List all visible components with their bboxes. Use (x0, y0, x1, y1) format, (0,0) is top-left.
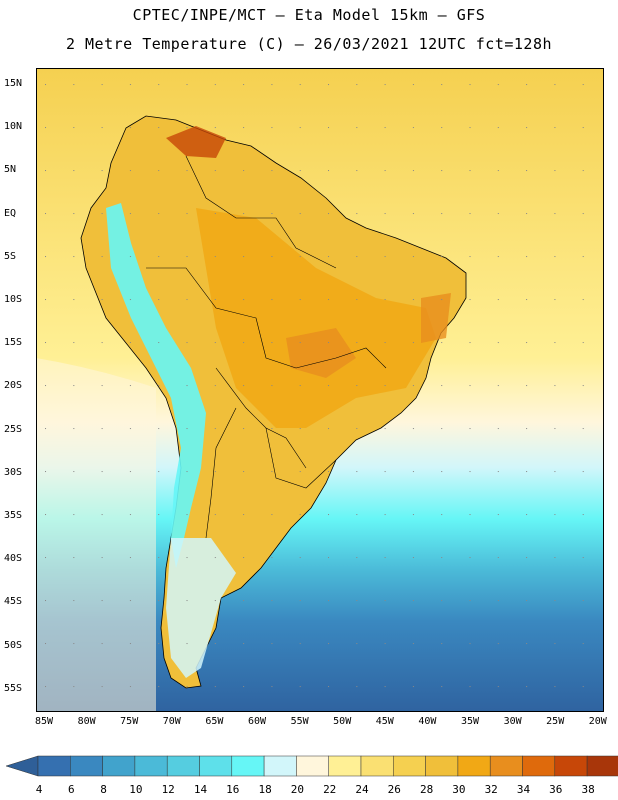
lon-label-85w: 85W (34, 716, 54, 727)
colorbar-swatch (70, 755, 103, 777)
colorbar-label: 14 (193, 783, 208, 796)
colorbar-label: 16 (226, 783, 240, 796)
temperature-map (36, 68, 604, 712)
colorbar-swatch (102, 755, 136, 777)
lat-label-5s: 5S (4, 250, 17, 262)
lon-label-35w: 35W (460, 716, 480, 727)
colorbar-label: 18 (258, 783, 272, 796)
colorbar-label: 32 (484, 783, 498, 796)
colorbar-swatch (489, 755, 523, 777)
colorbar-label: 12 (161, 783, 175, 796)
colorbar-label: 24 (355, 783, 369, 796)
lat-label-50s: 50S (4, 639, 23, 651)
lat-label-30s: 30S (4, 466, 23, 478)
colorbar (5, 755, 618, 777)
map-title: CPTEC/INPE/MCT – Eta Model 15km – GFS (132, 6, 486, 24)
map-canvas (36, 68, 604, 712)
lat-label-10s: 10S (4, 294, 23, 305)
lon-label-20w: 20W (588, 716, 607, 727)
lon-label-70w: 70W (162, 716, 181, 727)
colorbar-swatch (199, 755, 233, 777)
colorbar-low-arrow (5, 755, 39, 777)
lon-label-60w: 60W (247, 716, 267, 727)
colorbar-label: 4 (35, 783, 43, 796)
lon-label-25w: 25W (546, 716, 565, 727)
colorbar-label: 8 (100, 783, 107, 796)
colorbar-swatch (586, 755, 618, 777)
lat-label-10n: 10N (4, 121, 23, 133)
colorbar-label: 28 (419, 783, 434, 796)
colorbar-label: 36 (549, 783, 563, 796)
colorbar-swatch (134, 755, 168, 777)
colorbar-swatch (328, 755, 362, 777)
colorbar-label: 22 (323, 783, 337, 796)
map-frame (36, 68, 604, 712)
lat-label-20s: 20S (4, 380, 23, 392)
colorbar-label: 20 (290, 783, 305, 796)
colorbar-swatch (296, 755, 329, 777)
colorbar-label: 38 (581, 783, 595, 796)
colorbar-label: 6 (67, 783, 75, 796)
colorbar-swatch (231, 755, 265, 777)
lon-label-40w: 40W (418, 716, 437, 727)
lat-label-40s: 40S (4, 553, 23, 565)
lat-label-5n: 5N (4, 164, 17, 176)
colorbar-swatch (457, 755, 491, 777)
colorbar-swatch (360, 755, 394, 777)
colorbar-swatch (425, 755, 459, 777)
colorbar-swatch (166, 755, 200, 777)
colorbar-swatch (263, 755, 297, 777)
lat-label-15s: 15S (4, 337, 23, 349)
lat-label-45s: 45S (4, 596, 23, 608)
colorbar-label: 30 (452, 783, 466, 796)
colorbar-label: 34 (516, 783, 531, 796)
grid-dots (36, 68, 604, 712)
lon-label-65w: 65W (205, 716, 224, 727)
lat-label-25s: 25S (4, 423, 23, 435)
colorbar-label: 10 (129, 783, 143, 796)
lon-label-30w: 30W (503, 716, 522, 727)
map-subtitle: 2 Metre Temperature (C) – 26/03/2021 12U… (65, 35, 553, 53)
lon-label-45w: 45W (375, 716, 394, 727)
lon-label-80w: 80W (77, 716, 96, 727)
colorbar-swatch (37, 755, 71, 777)
lat-label-35s: 35S (4, 510, 23, 521)
lon-label-55w: 55W (290, 716, 309, 727)
lon-label-50w: 50W (333, 716, 352, 727)
colorbar-label: 26 (387, 783, 401, 796)
lat-label-55s: 55S (4, 682, 23, 694)
colorbar-swatch (393, 755, 426, 777)
colorbar-swatch (522, 755, 556, 777)
lon-label-75w: 75W (120, 716, 139, 727)
lat-label-15n: 15N (4, 78, 23, 89)
lat-label-eq: EQ (4, 207, 17, 219)
colorbar-swatch (554, 755, 588, 777)
